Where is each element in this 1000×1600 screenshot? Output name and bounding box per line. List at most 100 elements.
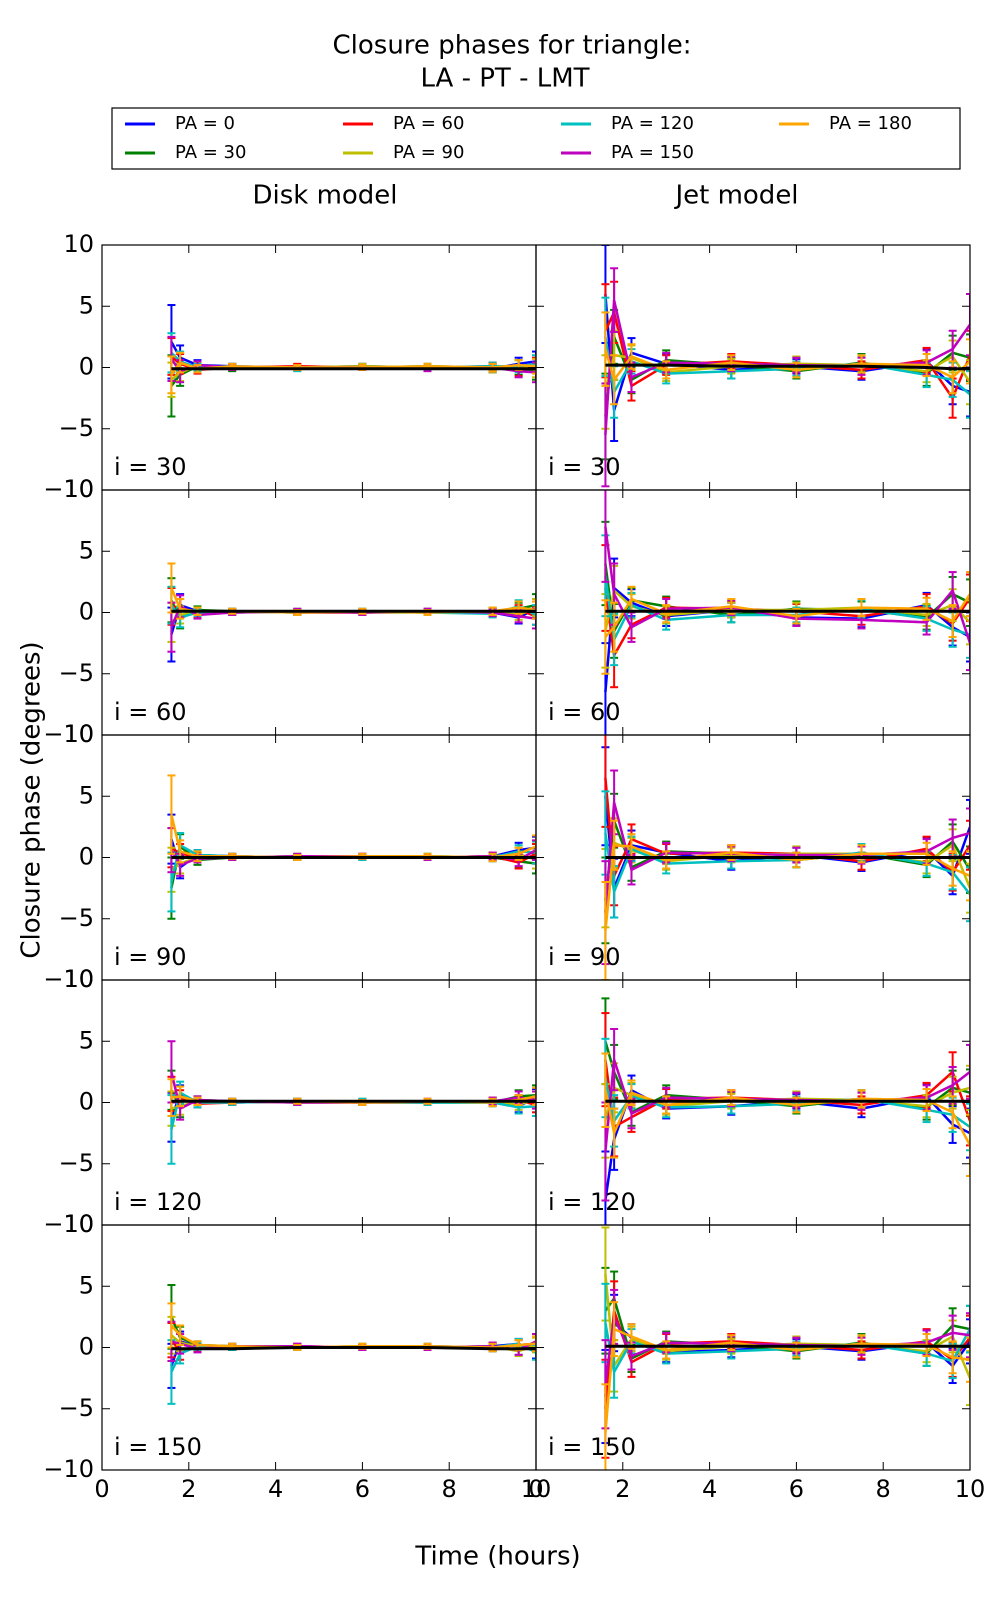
error-bar [532,361,536,384]
error-bar [532,1090,536,1110]
panel [601,735,970,980]
x-tick-label: 0 [528,1475,543,1503]
panel-label: i = 30 [548,453,621,481]
series-line [604,832,970,897]
panel [601,245,970,488]
column-title: Disk model [252,181,397,211]
error-bar [601,490,610,583]
error-bar [966,1336,970,1383]
x-tick-label: 2 [615,1475,630,1503]
chart-title: LA - PT - LMT [420,64,589,94]
error-bar [966,578,970,627]
series-line [604,308,970,401]
x-tick-label: 6 [355,1475,370,1503]
y-tick-label: −10 [43,475,94,503]
error-bar [966,359,970,406]
error-bar [966,819,970,871]
x-tick-label: 6 [789,1475,804,1503]
legend-label: PA = 90 [393,142,464,163]
x-tick-label: 8 [442,1475,457,1503]
panel [167,1040,536,1165]
series-line [170,1089,536,1110]
y-tick-label: −10 [43,965,94,993]
series-line [604,336,970,396]
series-line [604,299,970,435]
error-bar [966,1350,970,1407]
panel [601,490,970,735]
y-tick-label: −10 [43,720,94,748]
legend-label: PA = 150 [611,142,694,163]
error-bar [966,1318,970,1365]
error-bar [532,1335,536,1353]
panel-label: i = 150 [114,1433,202,1461]
series-line [170,844,536,889]
series-line [604,585,970,693]
error-bar [532,1086,536,1106]
series-line [170,1093,536,1118]
x-tick-label: 4 [702,1475,717,1503]
error-bar [601,1052,610,1128]
series-line [604,293,970,411]
series-line [604,796,970,889]
legend-label: PA = 120 [611,113,694,134]
error-bar [532,357,536,375]
error-bar [966,1107,970,1159]
y-tick-label: 5 [79,536,94,564]
panel [167,1284,536,1405]
series-line [604,336,970,417]
model-line [171,1346,536,1351]
series-line [604,1273,970,1379]
y-tick-label: −5 [59,659,94,687]
error-bar [966,1095,970,1147]
panel-label: i = 90 [548,943,621,971]
y-tick-label: 5 [79,1026,94,1054]
series-line [170,341,536,370]
series-line [170,604,536,628]
y-tick-label: 5 [79,291,94,319]
error-bar [966,1043,970,1100]
series-line [604,802,970,913]
y-tick-label: 0 [79,843,94,871]
x-tick-label: 8 [876,1475,891,1503]
series-line [604,526,970,644]
error-bar [966,1064,970,1111]
panel-label: i = 90 [114,943,187,971]
error-bar [532,839,536,861]
y-tick-label: 10 [63,1210,94,1238]
panel [601,997,970,1225]
y-tick-label: 0 [79,598,94,626]
y-tick-label: −5 [59,1394,94,1422]
y-tick-label: −5 [59,1149,94,1177]
series-line [604,1312,970,1385]
x-tick-label: 10 [955,1475,986,1503]
error-bar [966,1113,970,1177]
series-line [170,603,536,635]
series-line [170,838,536,870]
y-tick-label: −5 [59,414,94,442]
legend-label: PA = 60 [393,113,464,134]
y-tick-label: 10 [63,475,94,503]
series-line [604,1077,970,1129]
y-tick-label: 0 [79,353,94,381]
y-tick-label: 10 [63,230,94,258]
panel-label: i = 150 [548,1433,636,1461]
x-tick-label: 0 [94,1475,109,1503]
y-tick-label: 5 [79,781,94,809]
y-tick-label: 0 [79,1333,94,1361]
panel-label: i = 60 [548,698,621,726]
panel [167,562,536,663]
y-tick-label: 10 [63,965,94,993]
panel-label: i = 60 [114,698,187,726]
error-bar [966,293,970,357]
error-bar [966,370,970,419]
error-bar [966,1312,970,1359]
series-line [604,575,970,644]
legend-label: PA = 30 [175,142,246,163]
y-tick-label: 0 [79,1088,94,1116]
series-line [170,599,536,621]
series-line [604,1059,970,1129]
series-line [604,1320,970,1397]
error-bar [966,1102,970,1152]
series-line [604,1322,970,1376]
